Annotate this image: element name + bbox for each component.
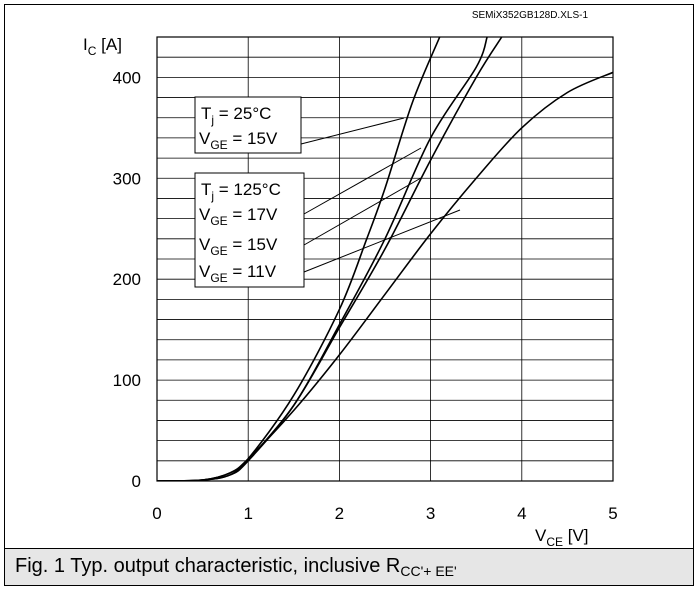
x-tick-label: 4 (517, 504, 526, 523)
leader-line (303, 147, 422, 215)
svg-text:Tj = 125°C: Tj = 125°C (201, 180, 281, 203)
caption-text: Fig. 1 Typ. output characteristic, inclu… (15, 555, 401, 577)
tick-labels: 0 1 2 3 4 5 0 100 200 300 400 (113, 68, 618, 523)
y-tick-label: 200 (113, 270, 141, 289)
source-tag: SEMiX352GB128D.XLS-1 (472, 10, 589, 21)
series-line (157, 37, 503, 481)
svg-text:VGE = 15V: VGE = 15V (199, 129, 278, 152)
chart: SEMiX352GB128D.XLS-1 0 1 2 3 4 5 0 100 200 300 400… (83, 10, 618, 548)
svg-text:VGE = 15V: VGE = 15V (199, 235, 278, 258)
figure-caption: Fig. 1 Typ. output characteristic, inclu… (15, 555, 457, 579)
x-tick-label: 5 (608, 504, 617, 523)
x-tick-label: 1 (243, 504, 252, 523)
figure-frame (4, 4, 694, 586)
annotation-tj-25: Tj = 25°C VGE = 15V (194, 96, 302, 154)
x-tick-label: 0 (152, 504, 161, 523)
annotation-tj-125: Tj = 125°C VGE = 17V VGE = 15V VGE = 11V (194, 172, 305, 288)
svg-text:Tj = 25°C: Tj = 25°C (201, 104, 271, 127)
curves (157, 37, 613, 481)
caption-bar: Fig. 1 Typ. output characteristic, inclu… (4, 548, 694, 586)
leader-line (303, 209, 461, 273)
x-tick-label: 3 (426, 504, 435, 523)
x-tick-label: 2 (335, 504, 344, 523)
caption-subscript: CC'+ EE' (400, 563, 457, 579)
svg-text:VGE = 11V: VGE = 11V (199, 262, 277, 285)
plot-area-border (156, 36, 614, 482)
svg-text:VGE = 17V: VGE = 17V (199, 205, 278, 228)
y-tick-label: 0 (132, 472, 141, 491)
y-tick-label: 300 (113, 169, 141, 188)
series-line (157, 71, 613, 481)
y-axis-label: IC [A] (83, 35, 122, 58)
y-tick-label: 400 (113, 68, 141, 87)
leader-line (303, 177, 422, 246)
leader-lines (300, 117, 461, 273)
leader-line (300, 117, 405, 145)
y-tick-label: 100 (113, 371, 141, 390)
x-axis-label: VCE [V] (535, 526, 589, 548)
